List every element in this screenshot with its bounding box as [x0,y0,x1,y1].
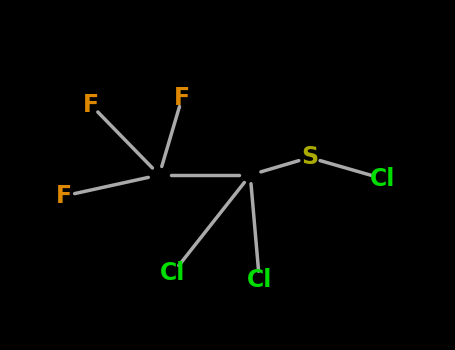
Text: Cl: Cl [369,167,395,190]
Text: F: F [56,184,72,208]
Text: F: F [174,86,190,110]
Text: Cl: Cl [160,261,186,285]
Text: F: F [83,93,99,117]
Text: Cl: Cl [247,268,272,292]
Text: S: S [301,146,318,169]
